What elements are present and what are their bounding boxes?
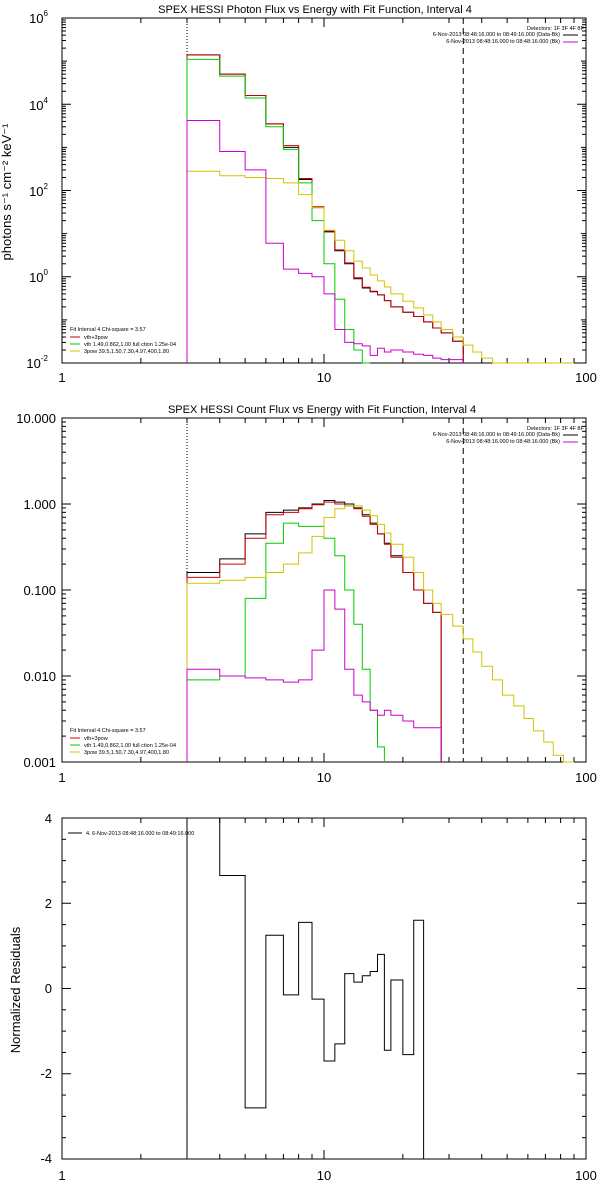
ytick-label: 104 [29, 96, 48, 113]
xtick-label: 100 [575, 770, 597, 785]
chart-title: SPEX HESSI Count Flux vs Energy with Fit… [168, 404, 476, 416]
plot-frame [61, 817, 587, 1160]
series-thermal-line [186, 58, 371, 364]
ytick-label: 0 [45, 981, 52, 996]
vertical-markers [186, 18, 464, 363]
legend-entry: 6-Nov-2013 08:48:16.000 to 08:49:16.000 … [433, 432, 560, 438]
xtick-labels: 1 10 100 [58, 370, 596, 385]
ytick-label: 102 [29, 182, 48, 199]
legend-entry: 6-Nov-2013 08:48:16.000 to 08:48:16.000 … [446, 439, 560, 445]
legend-top: Detectors: 1F 3F 4F 8F 6-Nov-2013 08:48:… [433, 26, 585, 45]
legend-entry: 6-Nov-2013 08:48:16.000 to 08:48:16.000 … [446, 39, 560, 45]
xtick-labels: 1 10 100 [58, 770, 596, 785]
legend-entry: vth+3pow [84, 335, 108, 341]
series-group [186, 817, 425, 1159]
ytick-label: -2 [40, 1066, 52, 1081]
series-background-line [186, 589, 442, 762]
ytick-label: 10-2 [26, 354, 48, 371]
xtick-labels: 1 10 100 [58, 1168, 596, 1183]
ytick-labels: 106 104 102 100 10-2 [26, 9, 48, 371]
ytick-labels: 10.000 1.000 0.100 0.010 0.001 [16, 411, 56, 770]
legend-entry: vth+3pow [84, 736, 108, 742]
xtick-label: 100 [575, 370, 597, 385]
photon-flux-panel: SPEX HESSI Photon Flux vs Energy with Fi… [0, 4, 597, 385]
xtick-label: 1 [58, 770, 65, 785]
legend-header: Detectors: 1F 3F 4F 8F [527, 26, 584, 32]
legend-entry: vth 1.49,0.862,1.00 full ction 1.25e-04 [84, 743, 176, 749]
legend-top: Detectors: 1F 3F 4F 8F 6-Nov-2013 08:48:… [433, 426, 585, 445]
legend-header: Fit Interval 4 Chi-square = 3.57 [70, 327, 146, 333]
y-axis-label: photons s⁻¹ cm⁻² keV⁻¹ [0, 123, 14, 261]
xtick-label: 100 [575, 1168, 597, 1183]
legend-header: Detectors: 1F 3F 4F 8F [527, 426, 584, 432]
chart-title: SPEX HESSI Photon Flux vs Energy with Fi… [158, 4, 472, 16]
legend-entry: 4. 6-Nov-2013 08:48:16.000 to 08:49:16.0… [86, 831, 194, 837]
legend-entry: 6-Nov-2013 08:48:16.000 to 08:49:16.000 … [433, 32, 560, 38]
ytick-label: 1.000 [23, 497, 56, 512]
series-group [186, 54, 575, 364]
ytick-label: 106 [29, 9, 48, 26]
ytick-label: 10.000 [16, 411, 56, 426]
count-flux-panel: SPEX HESSI Count Flux vs Energy with Fit… [16, 404, 597, 785]
legend-entry: 3pow 39.5,1.50,7.30,4.97,400,1.80 [84, 750, 169, 756]
series-data-line [186, 817, 425, 1159]
legend-header: Fit Interval 4 Chi-square = 3.57 [70, 728, 146, 734]
ytick-label: 0.010 [23, 669, 56, 684]
series-thermal-line [186, 522, 385, 762]
series-powerlaw-line [186, 505, 575, 763]
axis-ticks [61, 817, 586, 1160]
xtick-label: 10 [317, 370, 331, 385]
legend-entry: 3pow 39.5,1.50,7.30,4.97,400,1.80 [84, 349, 169, 355]
residuals-panel: Normalized Residuals 1 10 100 4 2 0 -2 -… [8, 811, 597, 1183]
series-total-line [186, 54, 464, 363]
legend-bottom: Fit Interval 4 Chi-square = 3.57 vth+3po… [70, 327, 176, 355]
axis-ticks [61, 17, 586, 364]
ytick-label: 4 [45, 811, 52, 826]
xtick-label: 1 [58, 1168, 65, 1183]
series-background-line [186, 119, 464, 363]
residual-legend: 4. 6-Nov-2013 08:48:16.000 to 08:49:16.0… [68, 831, 194, 837]
ytick-label: -4 [40, 1151, 52, 1166]
ytick-label: 0.001 [23, 755, 56, 770]
plot-frame [61, 17, 587, 364]
series-powerlaw-line [186, 170, 575, 364]
legend-bottom: Fit Interval 4 Chi-square = 3.57 vth+3po… [70, 728, 176, 756]
ytick-label: 100 [29, 268, 48, 285]
axis-ticks [61, 417, 586, 763]
ytick-labels: 4 2 0 -2 -4 [40, 811, 52, 1166]
series-group [186, 499, 575, 763]
xtick-label: 10 [317, 770, 331, 785]
legend-entry: vth 1.49,0.862,1.00 full ction 1.25e-04 [84, 342, 176, 348]
xtick-label: 10 [317, 1168, 331, 1183]
series-data-line [186, 499, 442, 762]
y-axis-label: Normalized Residuals [8, 926, 23, 1053]
ytick-label: 0.100 [23, 583, 56, 598]
xtick-label: 1 [58, 370, 65, 385]
series-total-line [186, 501, 442, 762]
ytick-label: 2 [45, 896, 52, 911]
